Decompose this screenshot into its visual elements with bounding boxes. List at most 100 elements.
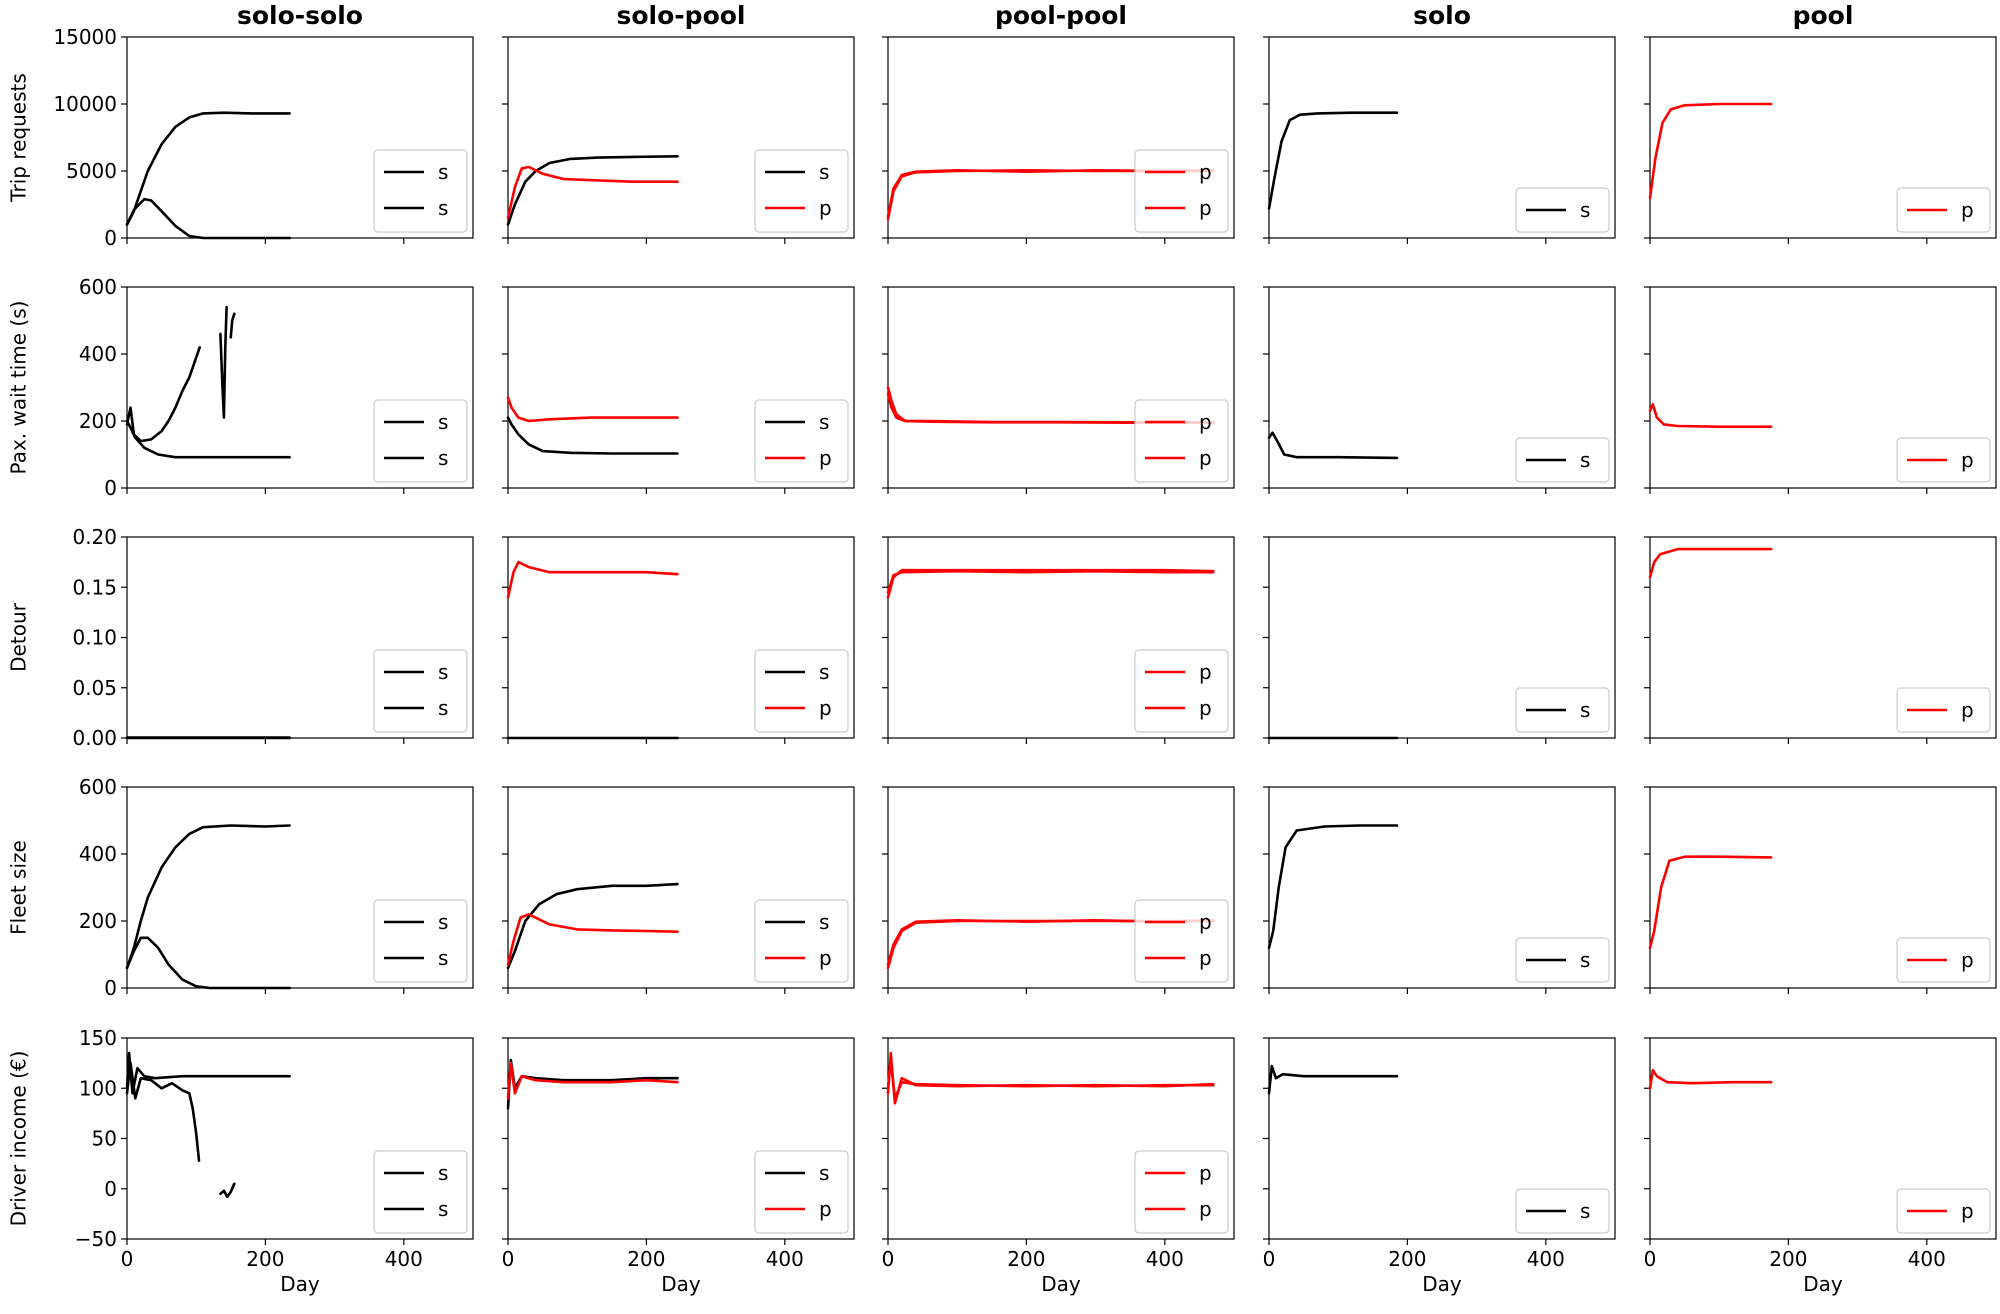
- x-tick-label-c1-0: 0: [502, 1247, 515, 1271]
- series-line-r2-c1-1-p: [506, 560, 679, 599]
- series-line-r1-c0-0-s: [125, 419, 291, 459]
- legend-label-r3-c0-0: s: [438, 910, 448, 934]
- x-axis-label-c2: Day: [1041, 1272, 1081, 1296]
- legend-label-r4-c0-1: s: [438, 1197, 448, 1221]
- x-tick-label-c1-1: 200: [627, 1247, 665, 1271]
- legend-label-r1-c3-0: s: [1580, 448, 1590, 472]
- column-title-solo-solo: solo-solo: [237, 1, 363, 30]
- series-line-r4-c0-1-s: [125, 1061, 201, 1162]
- y-tick-label-r0-3: 15000: [53, 25, 117, 49]
- legend-label-r0-c0-1: s: [438, 196, 448, 220]
- x-tick-label-c3-0: 0: [1263, 1247, 1276, 1271]
- legend-label-r0-c3-0: s: [1580, 198, 1590, 222]
- y-tick-label-r4-2: 50: [92, 1127, 117, 1151]
- legend-label-r1-c0-1: s: [438, 446, 448, 470]
- legend-box-r1-c0: [373, 399, 468, 483]
- legend-label-r3-c3-0: s: [1580, 948, 1590, 972]
- legend-box-r4-c2: [1134, 1150, 1229, 1234]
- column-title-pool: pool: [1793, 1, 1854, 30]
- y-tick-label-r0-0: 0: [104, 226, 117, 250]
- legend-label-r1-c2-1: p: [1199, 446, 1212, 470]
- x-tick-label-c4-1: 200: [1769, 1247, 1807, 1271]
- series-line-r4-c3-0-s: [1267, 1064, 1399, 1095]
- column-title-pool-pool: pool-pool: [995, 1, 1127, 30]
- y-tick-label-r2-0: 0.00: [72, 726, 117, 750]
- x-axis-label-c4: Day: [1803, 1272, 1843, 1296]
- series-line-r1-c0-2-s: [219, 305, 228, 419]
- x-axis-label-c1: Day: [661, 1272, 701, 1296]
- y-axis-label-row-3: Fleet size: [7, 840, 31, 935]
- x-axis-label-c3: Day: [1422, 1272, 1462, 1296]
- y-tick-label-r1-3: 600: [79, 275, 117, 299]
- x-tick-label-c3-1: 200: [1388, 1247, 1426, 1271]
- y-tick-label-r1-0: 0: [104, 476, 117, 500]
- legend-label-r0-c2-1: p: [1199, 196, 1212, 220]
- legend-box-r2-c2: [1134, 649, 1229, 733]
- legend-label-r0-c0-0: s: [438, 160, 448, 184]
- y-tick-label-r0-2: 10000: [53, 92, 117, 116]
- series-line-r4-c0-2-s: [219, 1182, 236, 1199]
- series-line-r1-c4-0-p: [1648, 403, 1773, 428]
- legend-label-r2-c1-0: s: [819, 660, 829, 684]
- legend-label-r4-c4-0: p: [1961, 1199, 1974, 1223]
- legend-label-r2-c3-0: s: [1580, 698, 1590, 722]
- legend-label-r0-c1-0: s: [819, 160, 829, 184]
- legend-box-r4-c1: [754, 1150, 849, 1234]
- y-tick-label-r4-3: 100: [79, 1076, 117, 1100]
- series-line-r3-c0-0-s: [125, 824, 291, 970]
- legend-label-r4-c3-0: s: [1580, 1199, 1590, 1223]
- legend-label-r3-c1-0: s: [819, 910, 829, 934]
- series-line-r4-c1-1-p: [506, 1061, 679, 1100]
- legend-label-r4-c0-0: s: [438, 1161, 448, 1185]
- legend-label-r1-c4-0: p: [1961, 448, 1974, 472]
- legend-label-r1-c2-0: p: [1199, 410, 1212, 434]
- series-line-r4-c2-1-p: [886, 1058, 1215, 1100]
- series-line-r0-c3-0-s: [1267, 111, 1399, 210]
- legend-label-r0-c1-1: p: [819, 196, 832, 220]
- x-tick-label-c4-2: 400: [1908, 1247, 1946, 1271]
- x-tick-label-c0-2: 400: [385, 1247, 423, 1271]
- legend-box-r4-c0: [373, 1150, 468, 1234]
- legend-label-r3-c0-1: s: [438, 946, 448, 970]
- legend-label-r2-c0-1: s: [438, 696, 448, 720]
- y-tick-label-r3-1: 200: [79, 909, 117, 933]
- column-title-solo-pool: solo-pool: [617, 1, 746, 30]
- legend-label-r4-c1-0: s: [819, 1161, 829, 1185]
- series-line-r2-c4-0-p: [1648, 547, 1773, 579]
- y-axis-label-row-4: Driver income (€): [7, 1051, 31, 1227]
- series-line-r1-c2-1-p: [886, 392, 1215, 424]
- series-line-r0-c1-1-p: [506, 165, 679, 220]
- y-tick-label-r2-2: 0.10: [72, 626, 117, 650]
- legend-label-r1-c1-1: p: [819, 446, 832, 470]
- legend-label-r2-c1-1: p: [819, 696, 832, 720]
- series-line-r0-c4-0-p: [1648, 102, 1773, 200]
- series-line-r1-c3-0-s: [1267, 431, 1399, 460]
- legend-label-r3-c2-0: p: [1199, 910, 1212, 934]
- legend-box-r0-c1: [754, 149, 849, 233]
- legend-box-r2-c1: [754, 649, 849, 733]
- y-tick-label-r2-1: 0.05: [72, 676, 117, 700]
- series-line-r1-c1-1-p: [506, 396, 679, 423]
- legend-label-r4-c1-1: p: [819, 1197, 832, 1221]
- legend-box-r3-c0: [373, 899, 468, 983]
- y-tick-label-r2-4: 0.20: [72, 525, 117, 549]
- series-line-r1-c0-3-s: [229, 312, 236, 339]
- series-line-r2-c2-1-p: [886, 569, 1215, 594]
- legend-box-r2-c0: [373, 649, 468, 733]
- legend-label-r4-c2-0: p: [1199, 1161, 1212, 1185]
- series-line-r3-c1-1-p: [506, 913, 679, 966]
- legend-label-r0-c4-0: p: [1961, 198, 1974, 222]
- y-axis-label-row-0: Trip requests: [7, 73, 31, 203]
- legend-box-r3-c2: [1134, 899, 1229, 983]
- x-tick-label-c2-2: 400: [1146, 1247, 1184, 1271]
- series-line-r0-c1-0-s: [506, 155, 679, 226]
- series-line-r3-c0-1-s: [125, 936, 291, 990]
- y-tick-label-r3-0: 0: [104, 976, 117, 1000]
- series-line-r3-c3-0-s: [1267, 824, 1399, 950]
- legend-label-r4-c2-1: p: [1199, 1197, 1212, 1221]
- x-tick-label-c3-2: 400: [1527, 1247, 1565, 1271]
- y-axis-label-row-1: Pax. wait time (s): [7, 301, 31, 475]
- series-line-r1-c0-1-s: [125, 346, 201, 443]
- y-tick-label-r4-0: −50: [75, 1227, 117, 1251]
